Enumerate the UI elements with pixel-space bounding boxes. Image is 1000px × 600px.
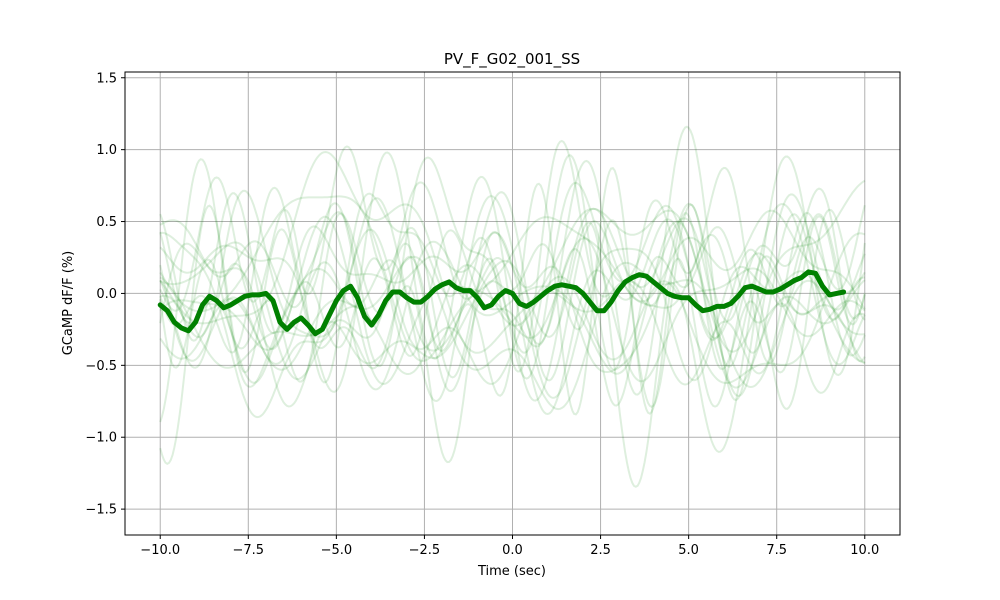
trial-trace <box>159 202 866 465</box>
x-tick-label: −2.5 <box>409 543 441 558</box>
trial-trace <box>160 211 866 419</box>
y-tick-label: −0.5 <box>85 359 117 374</box>
x-tick-label: −5.0 <box>321 543 353 558</box>
trial-trace <box>159 151 866 402</box>
trial-trace <box>159 226 866 407</box>
trial-trace <box>159 181 866 416</box>
mean-line <box>157 269 847 337</box>
y-axis: −1.5 −1.0 −0.5 0.0 0.5 1.0 1.5 <box>85 71 125 518</box>
trial-trace <box>159 232 866 384</box>
trial-trace <box>159 203 866 408</box>
chart-title: PV_F_G02_001_SS <box>444 50 580 69</box>
trial-trace <box>159 154 866 371</box>
x-axis: −10.0 −7.5 −5.0 −2.5 0.0 2.5 5.0 7.5 10.0 <box>140 535 879 558</box>
x-tick-label: 2.5 <box>590 543 611 558</box>
y-tick-label: 1.0 <box>96 143 117 158</box>
trial-trace <box>159 150 866 354</box>
trial-trace <box>159 139 866 384</box>
x-tick-label: 7.5 <box>766 543 787 558</box>
trial-trace <box>159 145 866 380</box>
x-tick-label: −7.5 <box>233 543 265 558</box>
trial-trace <box>159 220 866 391</box>
y-tick-label: 0.0 <box>96 287 117 302</box>
trial-trace <box>159 189 865 382</box>
x-tick-label: 0.0 <box>502 543 523 558</box>
x-axis-label: Time (sec) <box>477 564 546 579</box>
trial-trace <box>159 158 865 423</box>
y-tick-label: −1.5 <box>85 503 117 518</box>
x-tick-label: 10.0 <box>850 543 879 558</box>
y-tick-label: 0.5 <box>96 215 117 230</box>
y-tick-label: −1.0 <box>85 431 117 446</box>
x-tick-label: −10.0 <box>140 543 180 558</box>
trial-trace <box>159 255 865 411</box>
mean-trace <box>157 269 847 337</box>
trial-trace <box>159 195 866 363</box>
y-axis-label: GCaMP dF/F (%) <box>61 251 76 356</box>
y-tick-label: 1.5 <box>96 71 117 86</box>
trial-trace <box>159 215 866 386</box>
trial-trace <box>159 125 866 401</box>
x-tick-label: 5.0 <box>678 543 699 558</box>
